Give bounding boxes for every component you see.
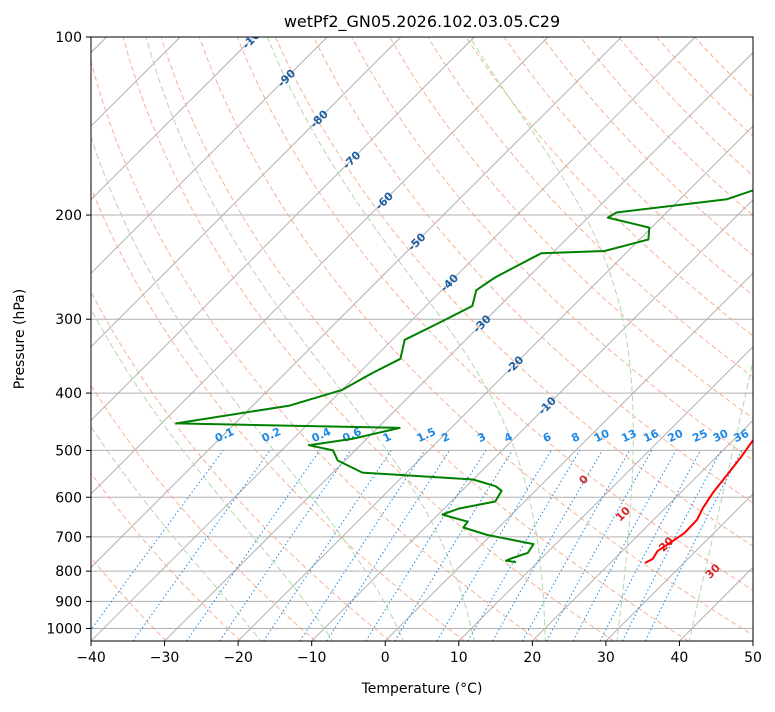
y-axis-label: Pressure (hPa) (12, 289, 28, 389)
y-tick-label: 700 (55, 530, 82, 546)
y-tick-label: 200 (55, 208, 82, 224)
x-tick-label: 0 (381, 650, 390, 666)
y-tick-label: 900 (55, 594, 82, 610)
y-tick-label: 600 (55, 490, 82, 506)
x-tick-label: −40 (76, 650, 106, 666)
y-tick-label: 300 (55, 312, 82, 328)
x-axis-label: Temperature (°C) (361, 681, 483, 697)
x-tick-label: 10 (450, 650, 468, 666)
x-tick-label: 30 (597, 650, 615, 666)
y-tick-label: 1000 (46, 621, 82, 637)
x-tick-label: −20 (223, 650, 253, 666)
y-tick-label: 400 (55, 386, 82, 402)
x-tick-label: 20 (523, 650, 541, 666)
y-tick-label: 100 (55, 30, 82, 46)
x-tick-label: 40 (671, 650, 689, 666)
x-tick-label: −30 (150, 650, 180, 666)
y-tick-label: 500 (55, 443, 82, 459)
chart-title: wetPf2_GN05.2026.102.03.05.C29 (284, 12, 560, 32)
x-tick-label: 50 (744, 650, 762, 666)
x-tick-label: −10 (297, 650, 327, 666)
y-tick-label: 800 (55, 564, 82, 580)
